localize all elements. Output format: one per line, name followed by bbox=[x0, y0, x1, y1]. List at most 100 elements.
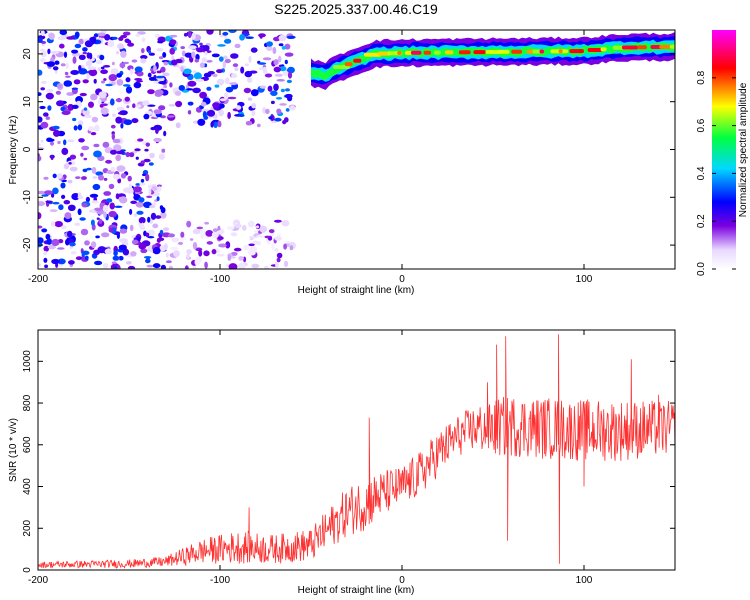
spectrogram-cell bbox=[235, 105, 242, 110]
spectrogram-cell bbox=[46, 61, 56, 67]
spectrogram-cell bbox=[196, 226, 204, 230]
spectrogram-cell bbox=[60, 225, 67, 230]
spectrogram-cell bbox=[40, 50, 47, 58]
spectrogram-cell bbox=[85, 196, 90, 203]
spectrogram-cell bbox=[146, 195, 153, 198]
spectrogram-cell bbox=[38, 155, 42, 162]
spectrogram-cell bbox=[90, 209, 96, 213]
spectrogram-cell bbox=[104, 248, 112, 255]
spectrogram-cell bbox=[78, 65, 82, 71]
spectrogram-cell bbox=[119, 62, 126, 68]
spectrogram-cell bbox=[82, 51, 88, 55]
spectrogram-cell bbox=[128, 152, 135, 158]
spectrogram-cell bbox=[59, 30, 68, 36]
spectrogram-cell bbox=[196, 47, 205, 53]
spectrogram-cell bbox=[183, 68, 192, 75]
spectrogram-cell bbox=[48, 32, 55, 40]
spectrogram-cell bbox=[199, 62, 205, 68]
spectrogram-cell bbox=[160, 115, 166, 119]
spectrogram-cell bbox=[43, 176, 49, 180]
colorbar-tick-label: 0.8 bbox=[696, 70, 707, 84]
spectrogram-cell bbox=[167, 115, 175, 118]
spectrogram-cell bbox=[212, 102, 220, 108]
snr-plot-area bbox=[38, 334, 675, 569]
spectrogram-cell bbox=[148, 50, 152, 54]
spectrogram-cell bbox=[38, 212, 42, 220]
spectrogram-cell bbox=[169, 82, 173, 88]
spectrogram-ridge-cell bbox=[600, 47, 607, 52]
spectrogram-cell bbox=[104, 34, 111, 41]
spectrogram-cell bbox=[227, 111, 231, 120]
spectrogram-cell bbox=[135, 33, 141, 38]
y-tick-label: 20 bbox=[22, 48, 33, 60]
x-tick-label: 100 bbox=[576, 274, 593, 285]
spectrogram-cell bbox=[274, 219, 282, 223]
spectrogram-cell bbox=[267, 240, 271, 245]
spectrogram-cell bbox=[38, 263, 41, 267]
spectrogram-cell bbox=[103, 65, 111, 68]
spectrogram-cell bbox=[81, 202, 88, 208]
spectrogram-cell bbox=[84, 240, 90, 246]
spectrogram-cell bbox=[123, 187, 131, 193]
spectrogram-cell bbox=[155, 215, 162, 219]
spectrogram-cell bbox=[115, 98, 123, 102]
spectrogram-cell bbox=[183, 32, 188, 37]
spectrogram-cell bbox=[120, 50, 127, 58]
spectrogram-cell bbox=[135, 104, 142, 108]
spectrogram-cell bbox=[280, 88, 285, 93]
spectrogram-cell bbox=[140, 160, 145, 164]
spectrogram-cell bbox=[112, 255, 120, 261]
spectrogram-cell bbox=[169, 47, 175, 55]
spectrogram-cell bbox=[113, 250, 118, 257]
spectrogram-cell bbox=[45, 200, 53, 204]
spectrogram-cell bbox=[177, 241, 184, 245]
spectrogram-cell bbox=[145, 232, 150, 238]
spectrogram-cell bbox=[158, 105, 166, 111]
spectrogram-cell bbox=[88, 101, 94, 108]
spectrogram-cell bbox=[266, 41, 273, 47]
spectrogram-cell bbox=[103, 263, 109, 269]
spectrogram-cell bbox=[115, 154, 122, 162]
spectrogram-cell bbox=[97, 98, 102, 105]
spectrogram-cell bbox=[227, 96, 237, 100]
spectrogram-cell bbox=[120, 173, 127, 179]
spectrogram-cell bbox=[264, 73, 273, 78]
spectrogram-cell bbox=[61, 194, 66, 199]
spectrogram-cell bbox=[169, 34, 178, 38]
spectrogram-cell bbox=[171, 237, 180, 243]
spectrogram-cell bbox=[163, 227, 170, 231]
spectrogram-cell bbox=[141, 37, 146, 42]
spectrogram-cell bbox=[41, 194, 49, 197]
spectrogram-cell bbox=[168, 104, 176, 107]
spectrogram-cell bbox=[256, 123, 261, 128]
spectrogram-cell bbox=[125, 86, 133, 94]
spectrogram-cell bbox=[224, 77, 230, 85]
spectrogram-cell bbox=[202, 111, 207, 118]
spectrogram-cell bbox=[105, 83, 113, 87]
spectrogram-cell bbox=[225, 86, 234, 93]
spectrogram-cell bbox=[286, 35, 296, 39]
spectrogram-cell bbox=[186, 88, 194, 91]
spectrogram-cell bbox=[248, 243, 255, 247]
spectrogram-cell bbox=[152, 246, 161, 255]
spectrogram-cell bbox=[160, 66, 166, 73]
spectrogram-cell bbox=[38, 69, 43, 76]
spectrogram-cell bbox=[163, 61, 169, 66]
spectrogram-cell bbox=[111, 133, 116, 140]
spectrogram-cell bbox=[93, 33, 99, 38]
spectrogram-cell bbox=[111, 61, 115, 66]
spectrogram-cell bbox=[71, 87, 79, 90]
spectrogram-cell bbox=[71, 104, 79, 109]
spectrogram-cell bbox=[274, 117, 282, 122]
spectrogram-cell bbox=[107, 40, 115, 48]
spectrogram-cell bbox=[111, 261, 117, 265]
spectrogram-cell bbox=[51, 238, 60, 247]
spectrogram-cell bbox=[270, 100, 275, 105]
colorbar-ticks: 0.0 0.2 0.4 0.6 0.8 bbox=[696, 70, 736, 276]
spectrogram-cell bbox=[212, 73, 218, 78]
spectrogram-ridge-cell bbox=[539, 49, 545, 54]
spectrogram-cell bbox=[122, 31, 131, 36]
spectrogram-cell bbox=[110, 124, 116, 129]
spectrogram-cell bbox=[191, 51, 196, 59]
